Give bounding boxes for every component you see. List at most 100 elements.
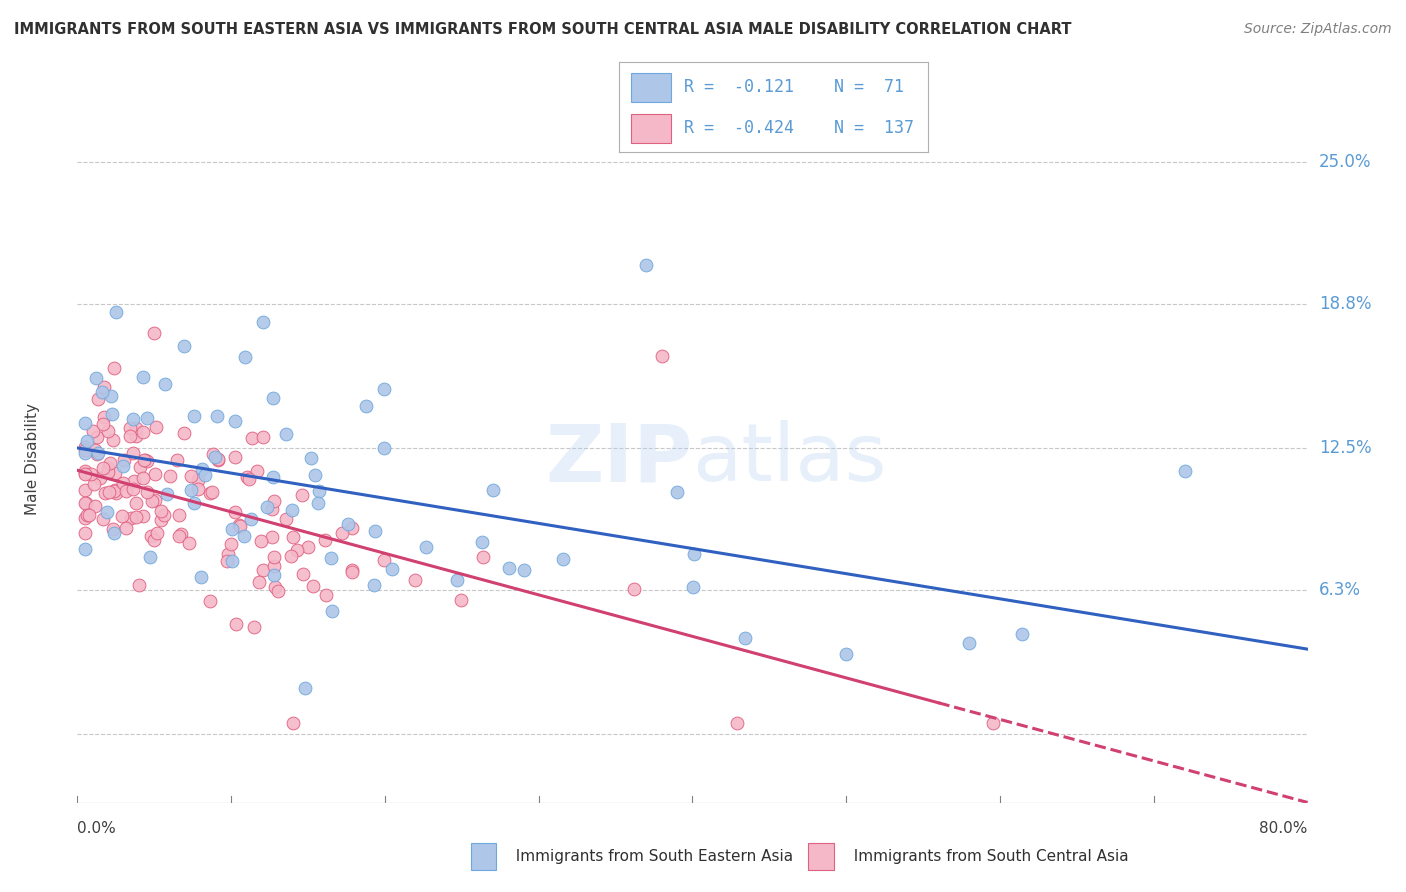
Point	[281, 715, 304, 730]
Point	[143, 493, 166, 508]
Text: IMMIGRANTS FROM SOUTH EASTERN ASIA VS IMMIGRANTS FROM SOUTH CENTRAL ASIA MALE DI: IMMIGRANTS FROM SOUTH EASTERN ASIA VS IM…	[14, 22, 1071, 37]
Point	[256, 500, 278, 514]
Point	[302, 579, 325, 593]
Point	[682, 580, 704, 594]
Point	[235, 470, 257, 484]
Point	[281, 503, 304, 517]
Point	[263, 493, 285, 508]
Point	[91, 385, 114, 400]
Point	[84, 370, 107, 384]
Point	[82, 424, 104, 438]
Point	[207, 409, 229, 423]
Point	[96, 505, 118, 519]
Point	[89, 471, 111, 485]
Text: 25.0%: 25.0%	[1319, 153, 1371, 170]
Bar	[631, 73, 671, 102]
Point	[240, 431, 263, 445]
Point	[321, 551, 343, 566]
Point	[207, 452, 229, 467]
Point	[292, 566, 315, 581]
Point	[120, 420, 142, 434]
Point	[84, 499, 107, 513]
Point	[224, 504, 246, 518]
Point	[111, 458, 134, 473]
Point	[330, 526, 353, 541]
Point	[167, 528, 190, 542]
Point	[97, 465, 120, 479]
Point	[169, 527, 191, 541]
Point	[100, 389, 122, 403]
Point	[336, 516, 359, 531]
Point	[73, 467, 96, 481]
Point	[104, 483, 127, 497]
Point	[233, 350, 256, 364]
Point	[354, 399, 377, 413]
Point	[105, 485, 128, 500]
Point	[498, 561, 520, 575]
Text: 18.8%: 18.8%	[1319, 294, 1371, 313]
Point	[166, 453, 188, 467]
Point	[94, 485, 117, 500]
Point	[276, 512, 298, 526]
Point	[194, 467, 217, 482]
Point	[125, 496, 148, 510]
Point	[183, 496, 205, 510]
Point	[252, 562, 274, 576]
Point	[121, 412, 143, 426]
Point	[187, 482, 209, 496]
Point	[73, 542, 96, 557]
Point	[118, 428, 141, 442]
Point	[91, 417, 114, 431]
Point	[132, 509, 155, 524]
Text: Immigrants from South Eastern Asia: Immigrants from South Eastern Asia	[506, 849, 793, 863]
Point	[86, 392, 108, 406]
Point	[725, 715, 748, 730]
Point	[260, 531, 283, 545]
Point	[101, 433, 124, 447]
Point	[150, 513, 173, 527]
Point	[243, 620, 266, 634]
Point	[173, 339, 195, 353]
Point	[84, 443, 107, 458]
Point	[97, 424, 120, 438]
Point	[252, 315, 274, 329]
Point	[73, 416, 96, 430]
Point	[204, 450, 226, 464]
Point	[101, 408, 124, 422]
Text: 80.0%: 80.0%	[1260, 822, 1308, 836]
Point	[122, 482, 145, 496]
Point	[73, 511, 96, 525]
Text: 12.5%: 12.5%	[1319, 439, 1371, 457]
Point	[143, 326, 166, 341]
Point	[128, 578, 150, 592]
Point	[125, 420, 148, 434]
Point	[191, 461, 214, 475]
Point	[141, 528, 163, 542]
Point	[141, 493, 163, 508]
Text: 6.3%: 6.3%	[1319, 581, 1361, 599]
Point	[125, 429, 148, 443]
Point	[97, 460, 120, 475]
Point	[835, 647, 858, 661]
Point	[142, 533, 165, 547]
Point	[471, 534, 494, 549]
Text: Source: ZipAtlas.com: Source: ZipAtlas.com	[1244, 22, 1392, 37]
Point	[200, 486, 222, 500]
Point	[132, 370, 155, 384]
Text: Male Disability: Male Disability	[25, 403, 41, 516]
Point	[136, 484, 159, 499]
Point	[136, 453, 159, 467]
Point	[446, 574, 468, 588]
Point	[104, 305, 127, 319]
Point	[228, 517, 250, 532]
Point	[149, 504, 172, 518]
Point	[280, 549, 302, 563]
Point	[321, 604, 343, 618]
Point	[179, 536, 201, 550]
Point	[262, 470, 284, 484]
Point	[304, 468, 326, 483]
Point	[221, 523, 243, 537]
Point	[153, 377, 176, 392]
Point	[86, 447, 108, 461]
Point	[180, 469, 202, 483]
